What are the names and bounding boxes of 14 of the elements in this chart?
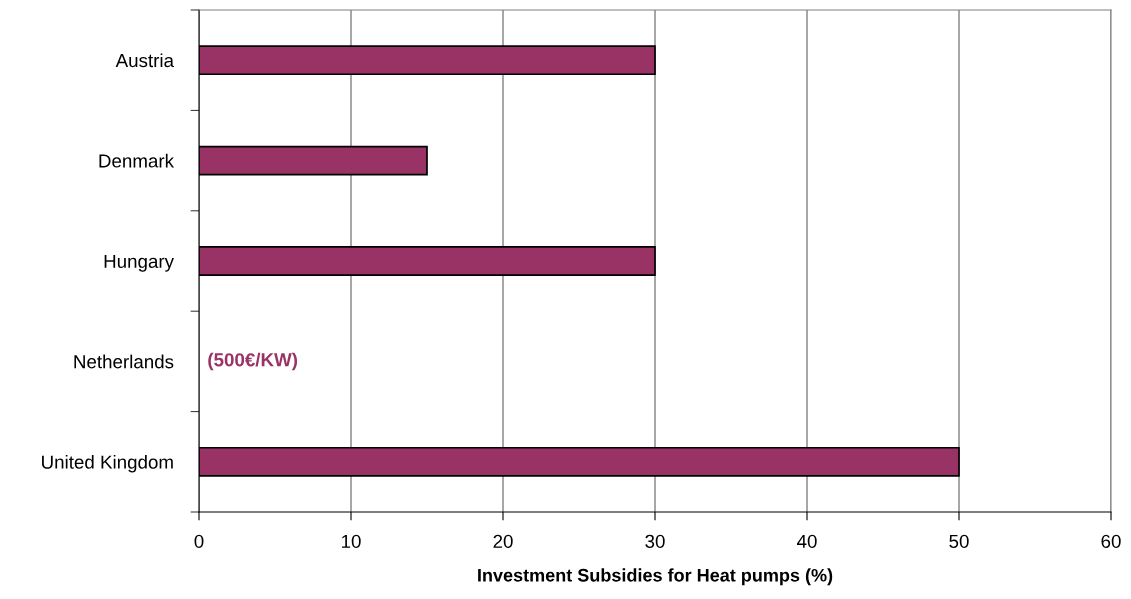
y-tick-label: United Kingdom — [42, 455, 173, 473]
x-tick-label: 20 — [493, 534, 513, 548]
x-tick-label: 10 — [342, 534, 361, 548]
x-tick-label: 30 — [645, 534, 665, 548]
x-tick-label: 40 — [797, 534, 817, 548]
x-tick-label: 60 — [1101, 534, 1121, 548]
x-tick-label: 50 — [949, 534, 969, 548]
y-tick-label: Denmark — [99, 153, 175, 168]
y-tick-label: Netherlands — [74, 354, 174, 369]
x-tick-label: 0 — [194, 534, 204, 548]
annotation: (500€/KW) — [208, 352, 298, 371]
y-tick-label: Austria — [115, 53, 174, 68]
y-tick-label: Hungary — [104, 254, 174, 272]
x-axis-title: Investment Subsidies for Heat pumps (%) — [478, 568, 833, 586]
